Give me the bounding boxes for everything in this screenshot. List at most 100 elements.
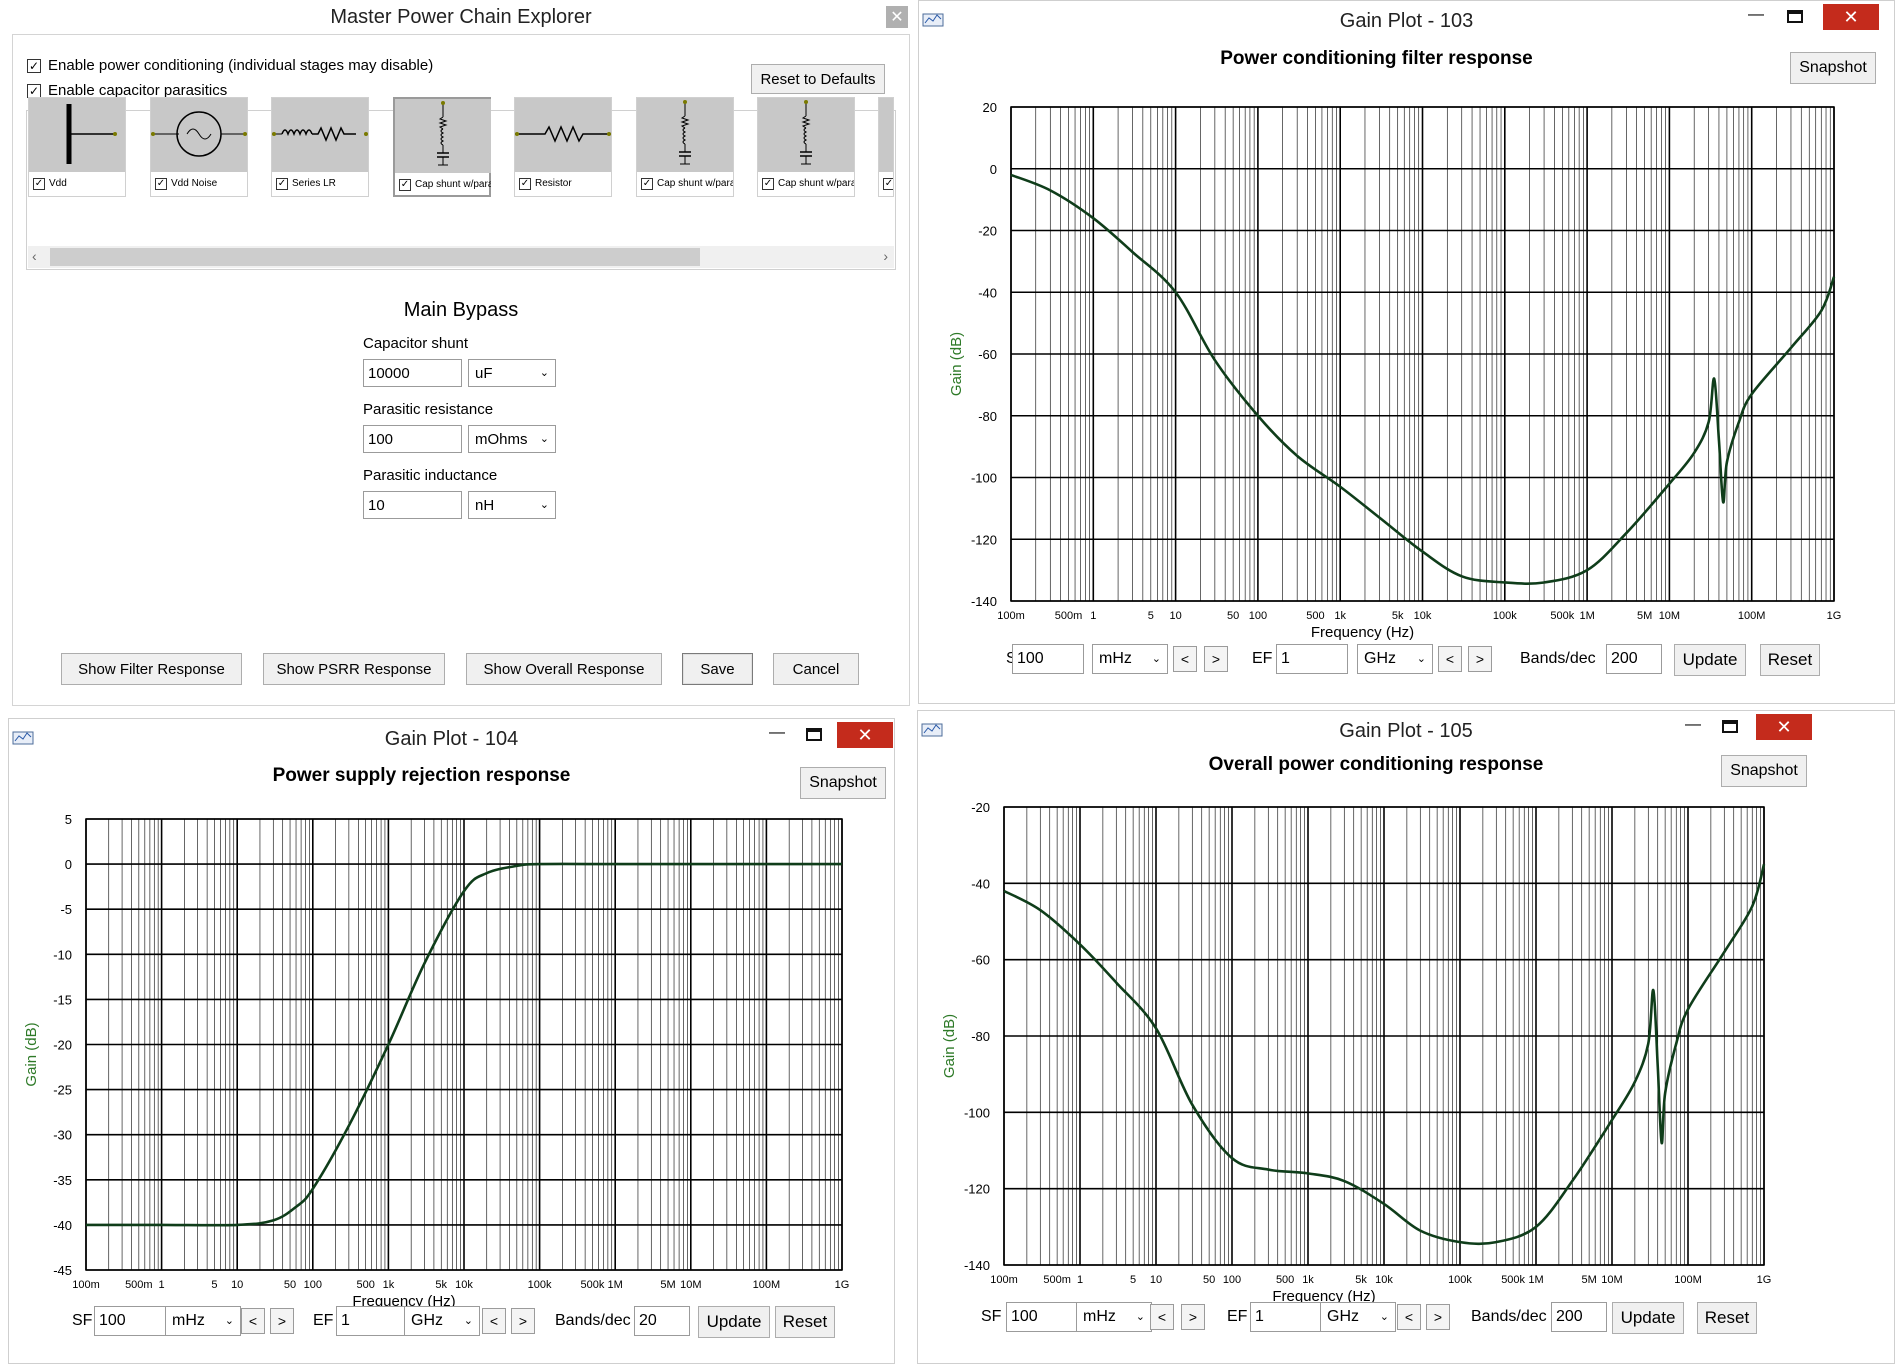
stage-enable-checkbox[interactable]: ✓ — [399, 179, 411, 191]
ef-unit-select[interactable]: GHz ⌄ — [1320, 1302, 1396, 1332]
ef-next-button[interactable]: > — [1426, 1304, 1450, 1330]
stage-card[interactable]: ✓ Vdd Noise — [150, 97, 248, 197]
update-button[interactable]: Update — [1674, 644, 1746, 676]
stage-card[interactable]: ✓ Series LR — [271, 97, 369, 197]
stage-enable-checkbox[interactable]: ✓ — [883, 178, 894, 190]
reset-button[interactable]: Reset — [1760, 644, 1820, 676]
stage-label: Resistor — [535, 178, 572, 189]
y-tick-label: -40 — [978, 285, 997, 300]
x-tick-label: 1 — [159, 1279, 165, 1291]
close-icon[interactable]: ✕ — [886, 6, 908, 28]
show-filter-response-button[interactable]: Show Filter Response — [61, 653, 242, 685]
stage-card[interactable]: ✓ Cap shunt w/paras — [636, 97, 734, 197]
sf-unit-select[interactable]: mHz ⌄ — [165, 1306, 241, 1336]
x-tick-label: 10M — [680, 1279, 701, 1291]
reset-defaults-button[interactable]: Reset to Defaults — [751, 64, 885, 94]
cancel-button[interactable]: Cancel — [773, 653, 859, 685]
stage-enable-checkbox[interactable]: ✓ — [276, 178, 288, 190]
res-value-input[interactable]: 100 — [363, 425, 462, 453]
sf-prev-button[interactable]: < — [1150, 1304, 1174, 1330]
stage-scrollbar[interactable]: ‹ › — [28, 246, 894, 268]
y-tick-label: -140 — [964, 1258, 990, 1273]
ef-prev-button[interactable]: < — [482, 1308, 506, 1334]
ef-value-input[interactable]: 1 — [336, 1306, 408, 1336]
ind-value-input[interactable]: 10 — [363, 491, 462, 519]
ef-label: EF — [1227, 1308, 1248, 1325]
ef-prev-button[interactable]: < — [1397, 1304, 1421, 1330]
minimize-icon[interactable]: — — [1685, 716, 1701, 733]
save-button[interactable]: Save — [682, 653, 753, 685]
stage-card[interactable]: ✓ Resistor — [514, 97, 612, 197]
stage-enable-checkbox[interactable]: ✓ — [155, 178, 167, 190]
maximize-icon[interactable] — [1787, 10, 1803, 23]
snapshot-button[interactable]: Snapshot — [1721, 755, 1807, 787]
close-icon[interactable]: ✕ — [1756, 714, 1812, 740]
stage-card[interactable]: ✓ Cap shunt w/paras — [757, 97, 855, 197]
cap-unit-select[interactable]: uF ⌄ — [468, 359, 556, 387]
res-unit-select[interactable]: mOhms ⌄ — [468, 425, 556, 453]
maximize-icon[interactable] — [1722, 720, 1738, 733]
stage-card[interactable]: ✓ Cap shunt w/paras — [393, 97, 491, 197]
sf-unit-select[interactable]: mHz ⌄ — [1092, 644, 1168, 674]
resistor-icon — [515, 98, 611, 172]
stage-card-partial[interactable]: ✓ — [878, 97, 894, 197]
ef-next-button[interactable]: > — [1468, 646, 1492, 672]
stage-card[interactable]: ✓ Vdd — [28, 97, 126, 197]
update-button[interactable]: Update — [698, 1306, 770, 1338]
x-tick-label: 1M — [1528, 1274, 1543, 1286]
close-icon[interactable]: ✕ — [1823, 4, 1879, 30]
stage-enable-checkbox[interactable]: ✓ — [762, 178, 774, 190]
ef-value-input[interactable]: 1 — [1250, 1302, 1322, 1332]
scroll-right-icon[interactable]: › — [883, 248, 888, 264]
x-tick-label: 5k — [1392, 610, 1404, 622]
x-tick-label: 5 — [1130, 1274, 1136, 1286]
y-tick-label: -100 — [971, 471, 997, 486]
snapshot-button[interactable]: Snapshot — [800, 767, 886, 799]
snapshot-button[interactable]: Snapshot — [1790, 52, 1876, 84]
minimize-icon[interactable]: — — [769, 724, 785, 741]
reset-button[interactable]: Reset — [775, 1306, 835, 1338]
ind-unit-select[interactable]: nH ⌄ — [468, 491, 556, 519]
sf-unit-select[interactable]: mHz ⌄ — [1076, 1302, 1152, 1332]
ef-prev-button[interactable]: < — [1438, 646, 1462, 672]
close-icon[interactable]: ✕ — [837, 722, 893, 748]
maximize-icon[interactable] — [806, 728, 822, 741]
ef-unit-select[interactable]: GHz ⌄ — [1357, 644, 1433, 674]
sf-prev-button[interactable]: < — [241, 1308, 265, 1334]
sf-prev-button[interactable]: < — [1173, 646, 1197, 672]
reset-button[interactable]: Reset — [1697, 1302, 1757, 1334]
bands-value-input[interactable]: 200 — [1551, 1302, 1607, 1332]
sf-unit-value: mHz — [1083, 1308, 1116, 1325]
sf-value-input[interactable]: 100 — [1006, 1302, 1078, 1332]
ef-value-input[interactable]: 1 — [1276, 644, 1348, 674]
x-tick-label: 100 — [1223, 1274, 1241, 1286]
stage-enable-checkbox[interactable]: ✓ — [519, 178, 531, 190]
sf-next-button[interactable]: > — [1204, 646, 1228, 672]
scroll-thumb[interactable] — [50, 248, 700, 266]
show-psrr-response-button[interactable]: Show PSRR Response — [263, 653, 445, 685]
enable-parasitics-label: Enable capacitor parasitics — [48, 82, 228, 99]
stage-label: Vdd — [49, 178, 67, 189]
scroll-left-icon[interactable]: ‹ — [32, 248, 37, 264]
sf-next-button[interactable]: > — [1181, 1304, 1205, 1330]
sf-value-input[interactable]: 100 — [94, 1306, 166, 1336]
cap-label: Capacitor shunt — [363, 335, 469, 352]
response-curve — [1003, 863, 1766, 1246]
show-overall-response-button[interactable]: Show Overall Response — [466, 653, 662, 685]
x-tick-label: 5 — [211, 1279, 217, 1291]
update-button[interactable]: Update — [1612, 1302, 1684, 1334]
cap-value-input[interactable]: 10000 — [363, 359, 462, 387]
sf-value-input[interactable]: 100 — [1012, 644, 1084, 674]
window-title: Gain Plot - 103 — [1339, 10, 1474, 32]
sf-next-button[interactable]: > — [270, 1308, 294, 1334]
enable-parasitics-checkbox[interactable]: ✓ — [27, 84, 41, 98]
stage-enable-checkbox[interactable]: ✓ — [641, 178, 653, 190]
minimize-icon[interactable]: — — [1748, 6, 1764, 23]
bands-value-input[interactable]: 20 — [634, 1306, 690, 1336]
bands-value-input[interactable]: 200 — [1606, 644, 1662, 674]
y-tick-label: -60 — [978, 347, 997, 362]
stage-enable-checkbox[interactable]: ✓ — [33, 178, 45, 190]
ef-next-button[interactable]: > — [511, 1308, 535, 1334]
enable-conditioning-checkbox[interactable]: ✓ — [27, 59, 41, 73]
ef-unit-select[interactable]: GHz ⌄ — [404, 1306, 480, 1336]
